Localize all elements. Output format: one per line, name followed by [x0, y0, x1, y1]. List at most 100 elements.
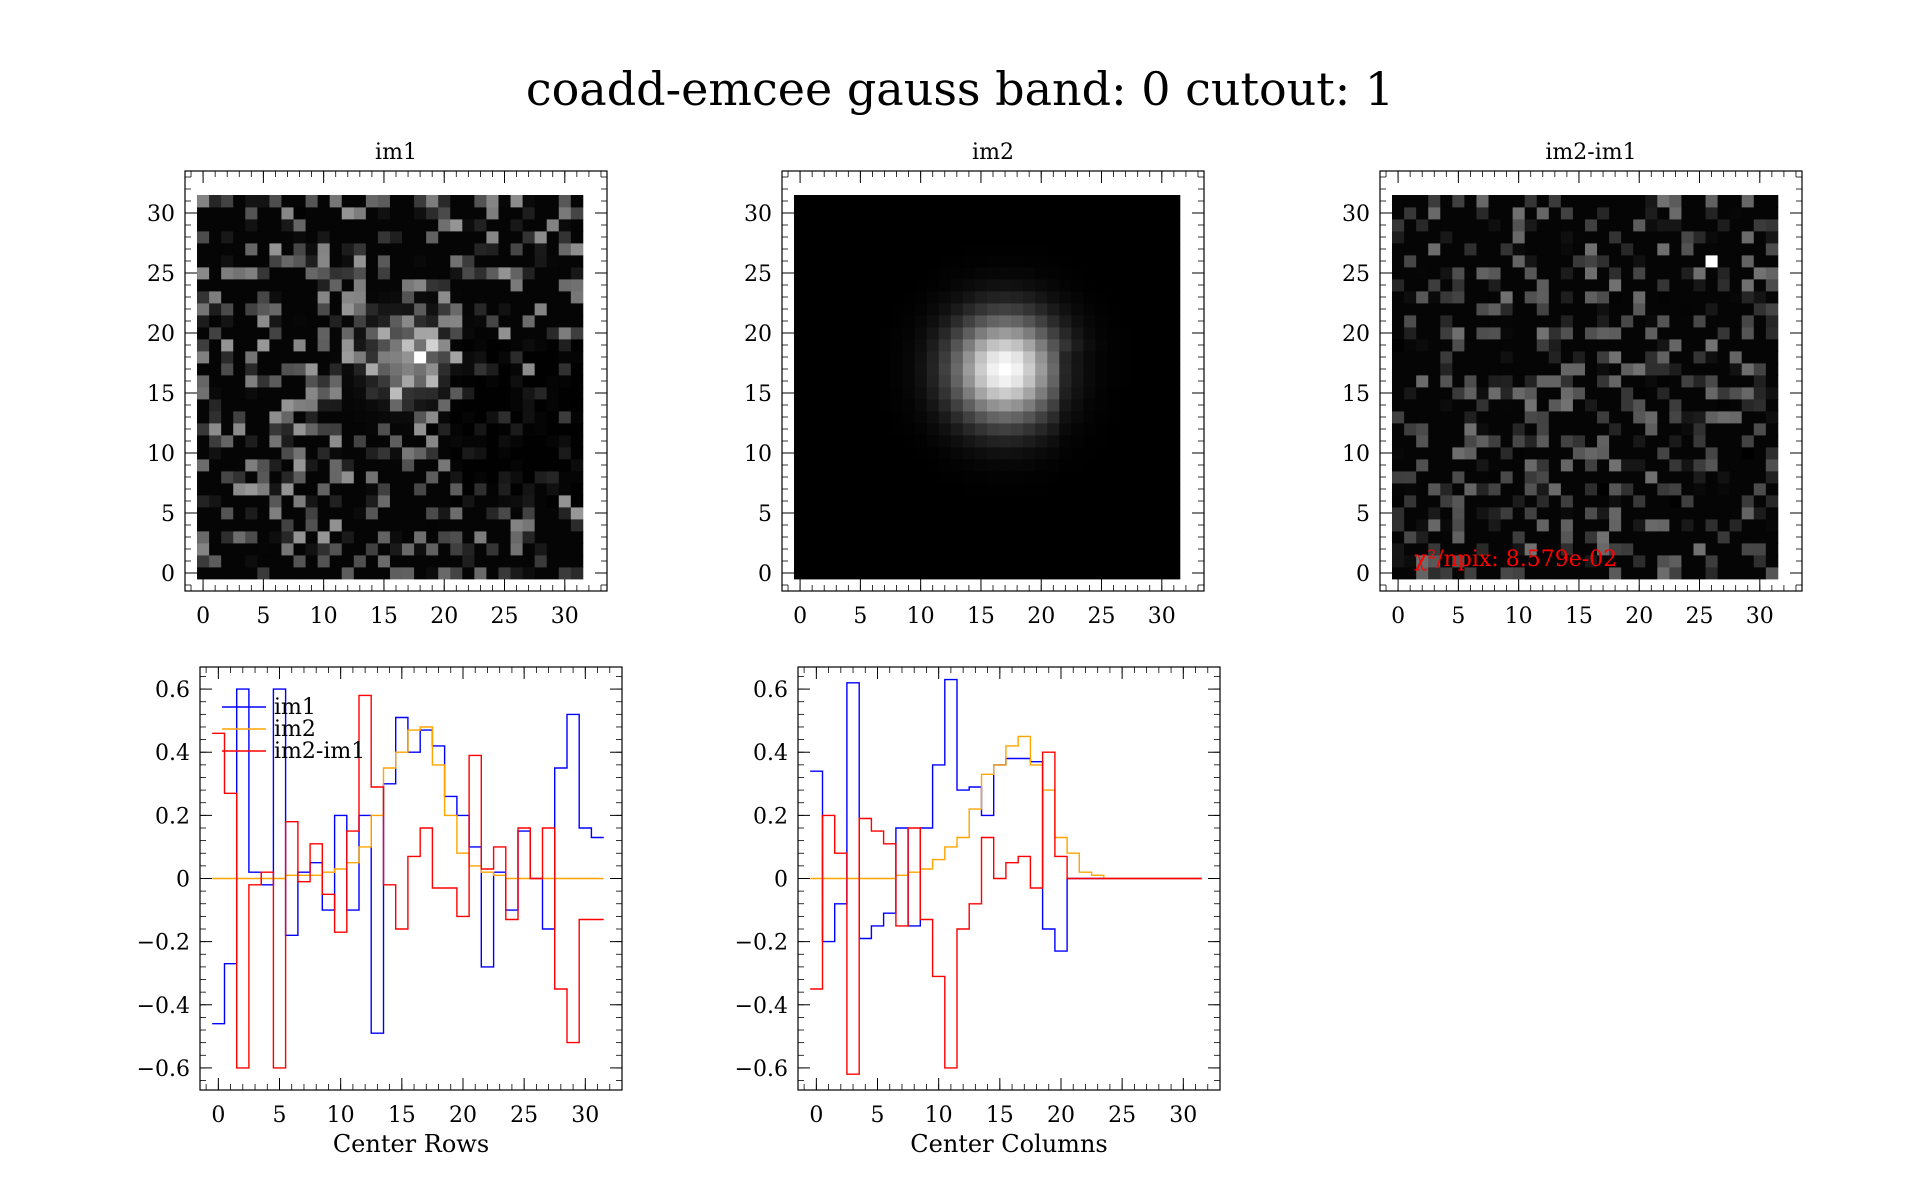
image-pixel	[1548, 423, 1562, 436]
image-pixel	[806, 507, 819, 520]
image-pixel	[341, 195, 355, 208]
image-pixel	[830, 219, 843, 232]
image-pixel	[950, 195, 964, 208]
y-tick-label: −0.2	[735, 931, 788, 956]
image-pixel	[1392, 483, 1405, 496]
image-pixel	[1621, 531, 1634, 544]
image-pixel	[389, 207, 403, 220]
image-pixel	[269, 519, 282, 532]
image-pixel	[1488, 435, 1501, 448]
image-pixel	[962, 291, 976, 304]
image-pixel	[1669, 411, 1682, 424]
image-pixel	[1536, 459, 1550, 472]
image-pixel	[1669, 255, 1682, 268]
image-pixel	[221, 435, 234, 448]
image-pixel	[878, 435, 891, 448]
image-pixel	[1071, 327, 1084, 340]
image-pixel	[1035, 279, 1048, 292]
image-pixel	[1131, 531, 1145, 544]
image-pixel	[1023, 279, 1036, 292]
image-pixel	[878, 291, 891, 304]
image-pixel	[1512, 423, 1526, 436]
image-pixel	[1476, 471, 1489, 484]
image-pixel	[1597, 351, 1610, 364]
image-pixel	[1597, 195, 1610, 208]
image-pixel	[1476, 519, 1489, 532]
image-pixel	[1023, 231, 1036, 244]
image-pixel	[842, 471, 855, 484]
image-pixel	[1753, 399, 1767, 412]
image-pixel	[854, 327, 867, 340]
image-pixel	[1717, 195, 1731, 208]
image-pixel	[1155, 411, 1169, 424]
image-pixel	[1536, 231, 1550, 244]
image-pixel	[1059, 543, 1072, 556]
image-pixel	[402, 567, 415, 580]
y-tick-label: 0.4	[155, 741, 190, 766]
image-pixel	[1633, 279, 1646, 292]
image-pixel	[1404, 207, 1417, 220]
image-pixel	[806, 339, 819, 352]
image-pixel	[1107, 471, 1120, 484]
image-pixel	[1572, 507, 1586, 520]
image-pixel	[1548, 339, 1562, 352]
image-pixel	[1035, 411, 1048, 424]
image-pixel	[293, 411, 306, 424]
image-pixel	[414, 435, 427, 448]
image-pixel	[377, 447, 391, 460]
image-pixel	[1669, 435, 1682, 448]
image-pixel	[1669, 447, 1682, 460]
image-pixel	[806, 519, 819, 532]
image-pixel	[1404, 291, 1417, 304]
image-pixel	[341, 327, 355, 340]
image-pixel	[402, 195, 415, 208]
image-pixel	[842, 531, 855, 544]
image-pixel	[377, 195, 391, 208]
image-pixel	[534, 555, 548, 568]
image-pixel	[1705, 507, 1718, 520]
image-pixel	[1119, 447, 1133, 460]
image-pixel	[842, 519, 855, 532]
image-pixel	[1047, 399, 1060, 412]
image-pixel	[546, 555, 560, 568]
x-tick-label: 25	[1108, 1103, 1136, 1128]
image-pixel	[950, 471, 964, 484]
image-pixel	[558, 531, 572, 544]
image-pixel	[1572, 459, 1586, 472]
image-pixel	[1392, 423, 1405, 436]
image-pixel	[498, 207, 511, 220]
image-pixel	[1155, 279, 1169, 292]
image-pixel	[1035, 219, 1048, 232]
image-pixel	[1023, 543, 1036, 556]
y-tick-label: 0	[774, 868, 788, 893]
image-pixel	[438, 243, 451, 256]
image-pixel	[1500, 195, 1514, 208]
image-pixel	[245, 207, 258, 220]
image-pixel	[570, 375, 584, 388]
image-pixel	[329, 423, 343, 436]
image-pixel	[1071, 567, 1084, 580]
image-pixel	[329, 375, 343, 388]
image-pixel	[914, 519, 928, 532]
image-pixel	[269, 531, 282, 544]
image-pixel	[329, 435, 343, 448]
image-pixel	[1729, 375, 1743, 388]
image-pixel	[1633, 231, 1646, 244]
image-pixel	[1512, 351, 1526, 364]
image-pixel	[1717, 411, 1731, 424]
x-tick-label: 5	[853, 604, 867, 629]
image-pixel	[558, 495, 572, 508]
image-pixel	[546, 399, 560, 412]
x-tick-label: 15	[388, 1103, 416, 1128]
image-pixel	[1657, 327, 1670, 340]
image-pixel	[1741, 351, 1755, 364]
image-pixel	[305, 411, 319, 424]
image-pixel	[402, 375, 415, 388]
image-pixel	[474, 219, 487, 232]
image-pixel	[1681, 555, 1694, 568]
image-pixel	[890, 507, 903, 520]
image-pixel	[1452, 291, 1465, 304]
image-pixel	[534, 243, 548, 256]
image-pixel	[1155, 471, 1169, 484]
image-pixel	[1765, 459, 1779, 472]
